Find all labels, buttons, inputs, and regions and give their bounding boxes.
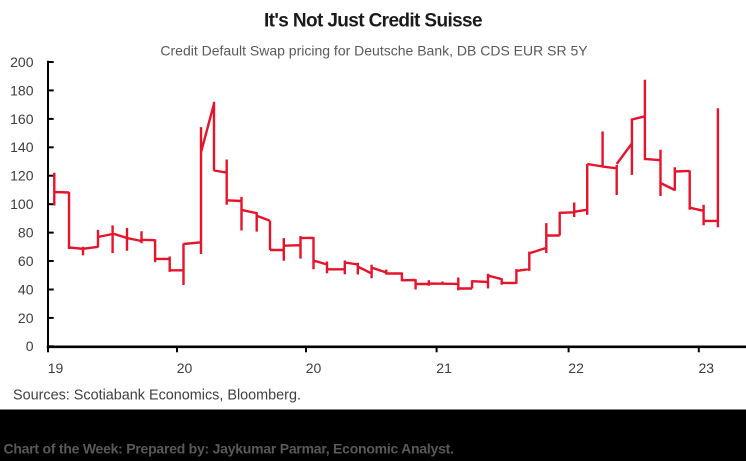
svg-text:100: 100 xyxy=(10,196,34,212)
svg-text:22: 22 xyxy=(568,360,584,376)
svg-text:160: 160 xyxy=(10,111,34,127)
svg-text:20: 20 xyxy=(18,310,34,326)
svg-text:Chart of the Week: Prepared by: Chart of the Week: Prepared by: Jaykumar… xyxy=(4,441,454,457)
svg-text:20: 20 xyxy=(306,360,322,376)
svg-text:Credit Default Swap pricing fo: Credit Default Swap pricing for Deutsche… xyxy=(160,43,588,59)
svg-text:200: 200 xyxy=(10,54,34,70)
svg-text:180: 180 xyxy=(10,82,34,98)
svg-text:Sources: Scotiabank Economics,: Sources: Scotiabank Economics, Bloomberg… xyxy=(13,388,301,404)
svg-text:40: 40 xyxy=(18,281,34,297)
svg-text:140: 140 xyxy=(10,139,34,155)
svg-text:23: 23 xyxy=(699,360,715,376)
svg-text:120: 120 xyxy=(10,168,34,184)
svg-text:0: 0 xyxy=(26,338,34,354)
svg-text:21: 21 xyxy=(436,360,452,376)
svg-text:19: 19 xyxy=(48,360,64,376)
svg-text:60: 60 xyxy=(18,253,34,269)
svg-text:It's Not Just Credit Suisse: It's Not Just Credit Suisse xyxy=(264,11,482,32)
svg-text:20: 20 xyxy=(177,360,193,376)
svg-text:80: 80 xyxy=(18,225,34,241)
